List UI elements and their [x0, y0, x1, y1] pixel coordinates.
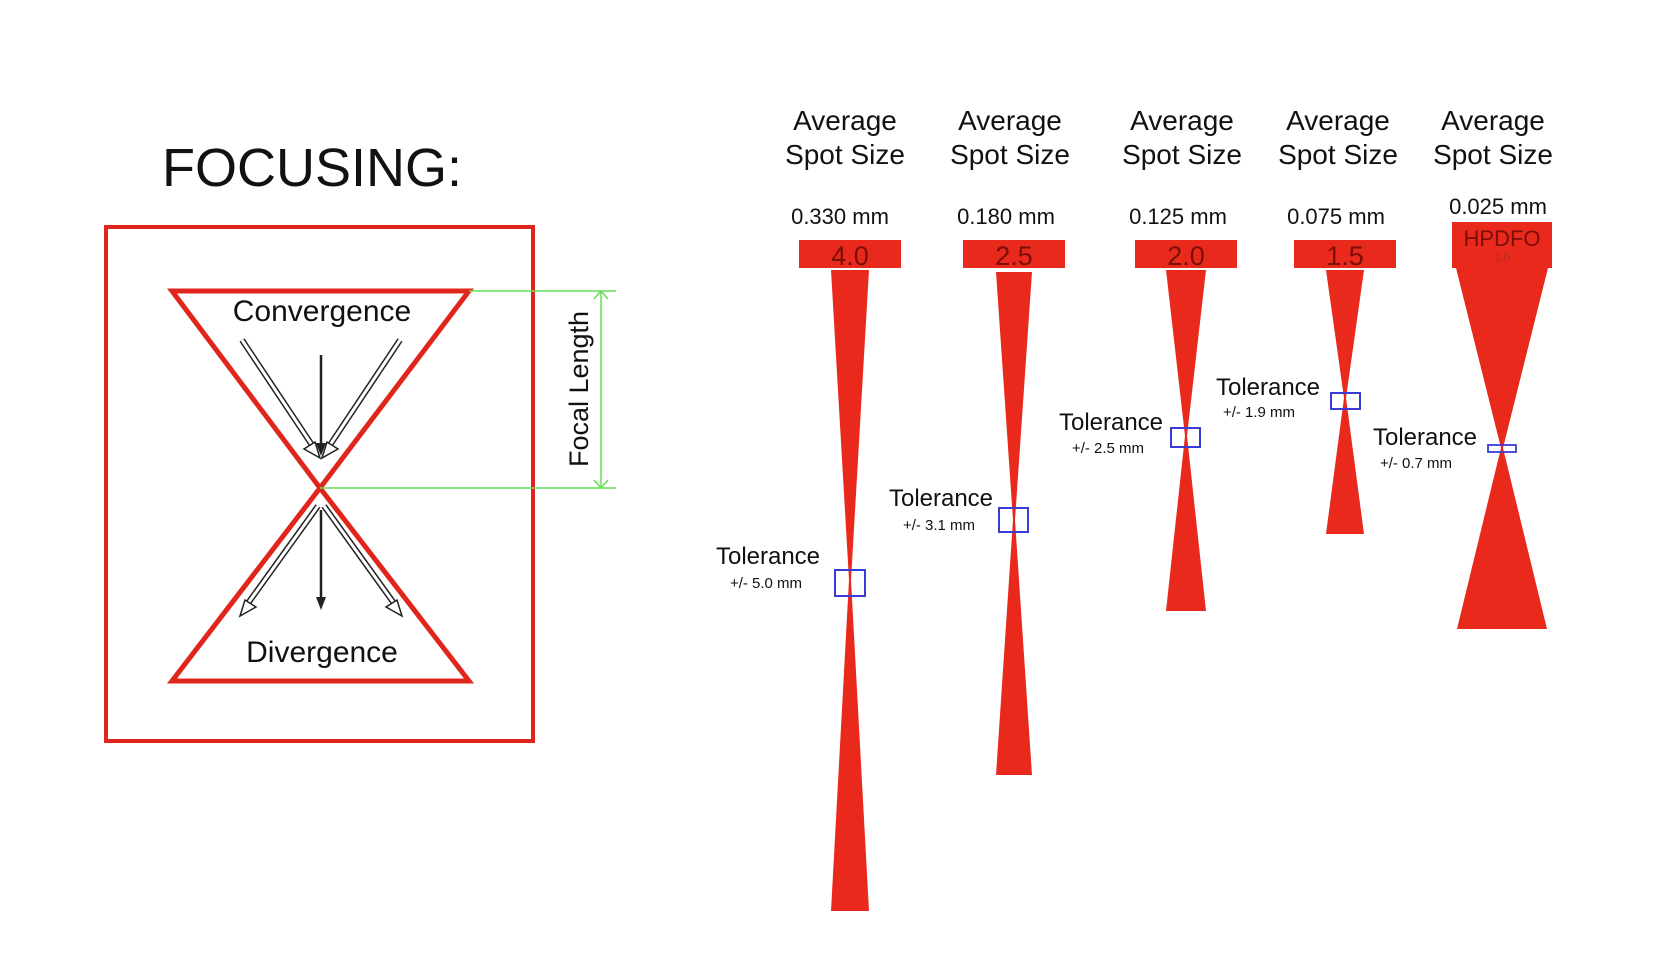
focal-length-label: Focal Length: [564, 311, 594, 467]
arrow-left-diverging-icon: [238, 504, 321, 618]
beam-lower-cone: [1166, 436, 1206, 611]
tolerance-value: +/- 3.1 mm: [903, 517, 975, 534]
tolerance-label: Tolerance: [1216, 374, 1320, 401]
arrow-center-diverging-icon: [316, 510, 326, 610]
focusing-title: FOCUSING:: [162, 138, 462, 198]
lens-heading-line1: Average: [958, 105, 1062, 136]
lens-spot-size: 0.330 mm: [791, 204, 889, 229]
lens-heading-line1: Average: [1441, 105, 1545, 136]
lens-cap: [1452, 222, 1552, 268]
lens-heading-line1: Average: [793, 105, 897, 136]
divergence-triangle: [166, 483, 475, 684]
lens-heading-line2: Spot Size: [950, 139, 1070, 170]
lens-spot-size: 0.125 mm: [1129, 204, 1227, 229]
beam-lower-cone: [996, 520, 1032, 775]
lens-heading-line2: Spot Size: [785, 139, 905, 170]
beam-upper-cone: [1326, 270, 1364, 398]
beam-lower-cone: [1326, 398, 1364, 534]
lens-heading-line2: Spot Size: [1278, 139, 1398, 170]
lens-heading-line1: Average: [1286, 105, 1390, 136]
lens-cap-label: 4.0: [831, 241, 869, 271]
lens-cap-label: 2.5: [995, 241, 1033, 271]
beam-upper-cone: [831, 270, 869, 580]
lens-cap-sublabel: 2.0: [1494, 252, 1509, 264]
lens-heading-line1: Average: [1130, 105, 1234, 136]
focusing-frame: [104, 225, 535, 743]
lens-2-0: Average Spot Size 0.125 mm 2.0 Tolerance…: [1059, 105, 1242, 611]
lens-cap: [1294, 240, 1396, 268]
lens-cap: [799, 240, 901, 268]
lens-hpdfo: Average Spot Size 0.025 mm HPDFO 2.0 Tol…: [1373, 105, 1553, 629]
lens-4-0: Average Spot Size 0.330 mm 4.0 Tolerance…: [716, 105, 905, 911]
lens-spot-size: 0.180 mm: [957, 204, 1055, 229]
arrow-right-converging-icon: [320, 338, 403, 460]
convergence-label: Convergence: [233, 295, 411, 328]
tolerance-box: [998, 507, 1029, 533]
tolerance-label: Tolerance: [1373, 424, 1477, 451]
focal-length-dimension: [320, 289, 616, 490]
tolerance-label: Tolerance: [716, 543, 820, 570]
arrow-center-converging-icon: [316, 355, 326, 456]
tolerance-value: +/- 5.0 mm: [730, 575, 802, 592]
lens-cap-label: 1.5: [1326, 241, 1364, 271]
lens-2-5: Average Spot Size 0.180 mm 2.5 Tolerance…: [889, 105, 1070, 775]
tolerance-label: Tolerance: [889, 485, 993, 512]
beam-lower-cone: [831, 580, 869, 911]
tolerance-box: [1170, 427, 1201, 448]
convergence-arrows: [239, 338, 403, 460]
tolerance-label: Tolerance: [1059, 409, 1163, 436]
tolerance-box: [1487, 444, 1517, 453]
beam-upper-cone: [1166, 270, 1206, 436]
lens-cap-label: HPDFO: [1464, 226, 1541, 251]
tolerance-box: [1330, 392, 1361, 410]
arrow-left-converging-icon: [239, 338, 322, 460]
arrow-right-diverging-icon: [321, 504, 404, 618]
lens-cap: [963, 240, 1065, 268]
lens-heading-line2: Spot Size: [1122, 139, 1242, 170]
convergence-triangle: [166, 288, 475, 493]
beam-upper-cone: [1456, 268, 1548, 448]
divergence-label: Divergence: [246, 636, 398, 669]
lens-spot-size: 0.075 mm: [1287, 204, 1385, 229]
tolerance-value: +/- 0.7 mm: [1380, 455, 1452, 472]
beam-upper-cone: [996, 272, 1032, 520]
lens-spot-size: 0.025 mm: [1449, 194, 1547, 219]
lens-beams: Average Spot Size 0.330 mm 4.0 Tolerance…: [716, 105, 1553, 911]
tolerance-box: [834, 569, 866, 597]
lens-cap: [1135, 240, 1237, 268]
beam-lower-cone: [1457, 448, 1547, 629]
divergence-arrows: [238, 504, 404, 618]
tolerance-value: +/- 2.5 mm: [1072, 440, 1144, 457]
tolerance-value: +/- 1.9 mm: [1223, 404, 1295, 421]
lens-1-5: Average Spot Size 0.075 mm 1.5 Tolerance…: [1216, 105, 1398, 534]
lens-heading-line2: Spot Size: [1433, 139, 1553, 170]
lens-cap-label: 2.0: [1167, 241, 1205, 271]
